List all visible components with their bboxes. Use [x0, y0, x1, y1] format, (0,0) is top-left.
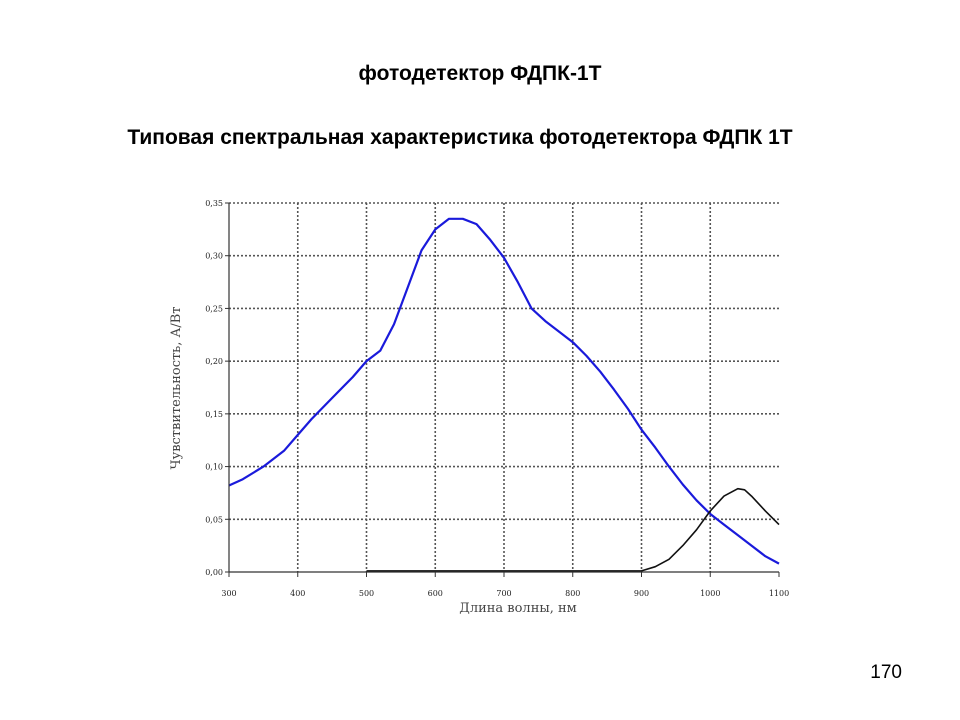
y-tick-label: 0,20 [205, 357, 223, 366]
x-tick-label: 800 [565, 589, 580, 598]
x-tick-label: 400 [290, 589, 305, 598]
series-line-2 [366, 487, 780, 572]
x-tick-label: 300 [221, 589, 236, 598]
x-tick-label: 500 [359, 589, 374, 598]
series-line-1 [228, 217, 780, 565]
page-number: 170 [870, 662, 902, 683]
y-tick-label: 0,35 [205, 199, 223, 208]
y-tick-label: 0,05 [205, 515, 223, 524]
y-tick-label: 0,00 [205, 568, 223, 577]
x-tick-label: 1000 [700, 589, 720, 598]
y-tick-label: 0,15 [205, 410, 223, 419]
x-tick-label: 1100 [769, 589, 789, 598]
axes: 300 400 500 600 700 800 900 1000 1100 0,00 0,05 0,1… [205, 199, 789, 598]
y-axis-label: Чувствительность, А/Вт [169, 307, 184, 470]
y-tick-label: 0,30 [205, 252, 223, 261]
x-tick-label: 600 [428, 589, 443, 598]
series-layer [228, 217, 780, 572]
slide-title: фотодетектор ФДПК-1Т [358, 62, 602, 85]
x-tick-label: 700 [496, 589, 511, 598]
grid [229, 202, 779, 572]
slide-subtitle: Типовая спектральная характеристика фото… [127, 126, 793, 149]
y-tick-label: 0,10 [205, 463, 223, 472]
y-tick-label: 0,25 [205, 304, 223, 313]
x-tick-label: 900 [634, 589, 649, 598]
x-axis-label: Длина волны, нм [459, 601, 577, 616]
